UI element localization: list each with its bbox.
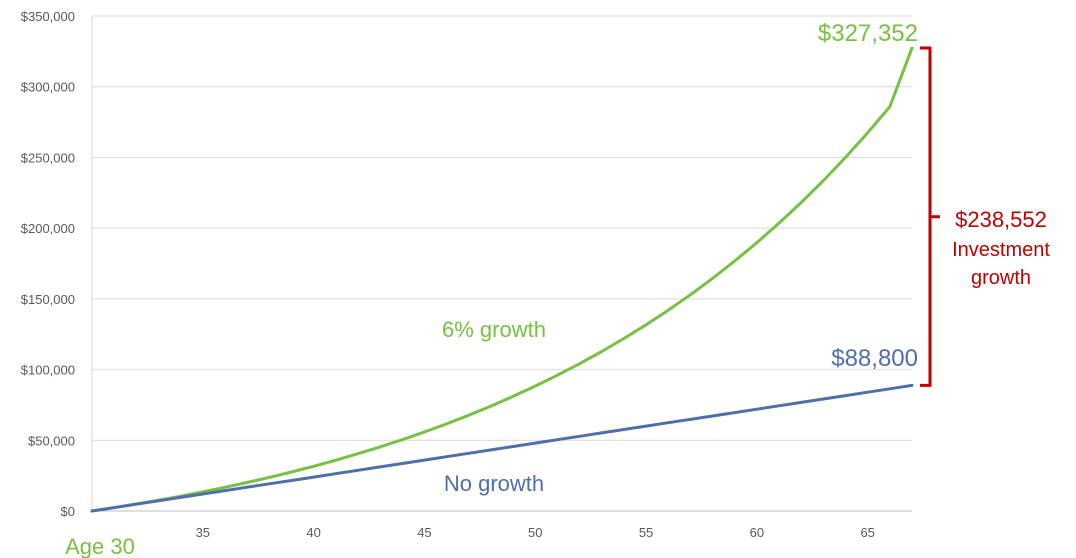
x-tick-label: 40 [306, 525, 320, 540]
series-label-no-growth: No growth [444, 471, 544, 496]
difference-description-line2: growth [971, 267, 1031, 289]
series-line-no-growth [90, 383, 914, 513]
end-value-label-no-growth: $88,800 [831, 345, 918, 372]
end-value-label-6pct-growth: $327,352 [818, 20, 918, 47]
y-tick-label: $250,000 [21, 150, 75, 165]
x-tick-label: 65 [860, 525, 874, 540]
y-tick-label: $300,000 [21, 80, 75, 95]
x-tick-label: 50 [528, 525, 542, 540]
x-tick-label: 35 [196, 525, 210, 540]
y-tick-label: $50,000 [28, 433, 75, 448]
series-label-6pct-growth: 6% growth [442, 317, 546, 342]
x-tick-label: 55 [639, 525, 653, 540]
series-layer [90, 46, 914, 513]
difference-value-label: $238,552 [955, 207, 1047, 232]
grid-layer [92, 15, 912, 441]
axis-layer: $0 $50,000 $100,000 $150,000 $200,000 $250,00… [21, 9, 912, 540]
x-tick-label: 45 [417, 525, 431, 540]
y-tick-label: $150,000 [21, 292, 75, 307]
series-line-6pct-growth [90, 46, 914, 513]
y-tick-label: $100,000 [21, 363, 75, 378]
difference-bracket [920, 46, 940, 387]
x-tick-label: 60 [750, 525, 764, 540]
y-tick-label: $350,000 [21, 9, 75, 24]
y-tick-label: $0 [61, 504, 75, 519]
y-tick-label: $200,000 [21, 221, 75, 236]
label-layer: 6% growth No growth $327,352 $88,800 Age… [65, 20, 1050, 558]
x-axis-start-label: Age 30 [65, 534, 135, 558]
difference-description-line1: Investment [952, 239, 1050, 261]
